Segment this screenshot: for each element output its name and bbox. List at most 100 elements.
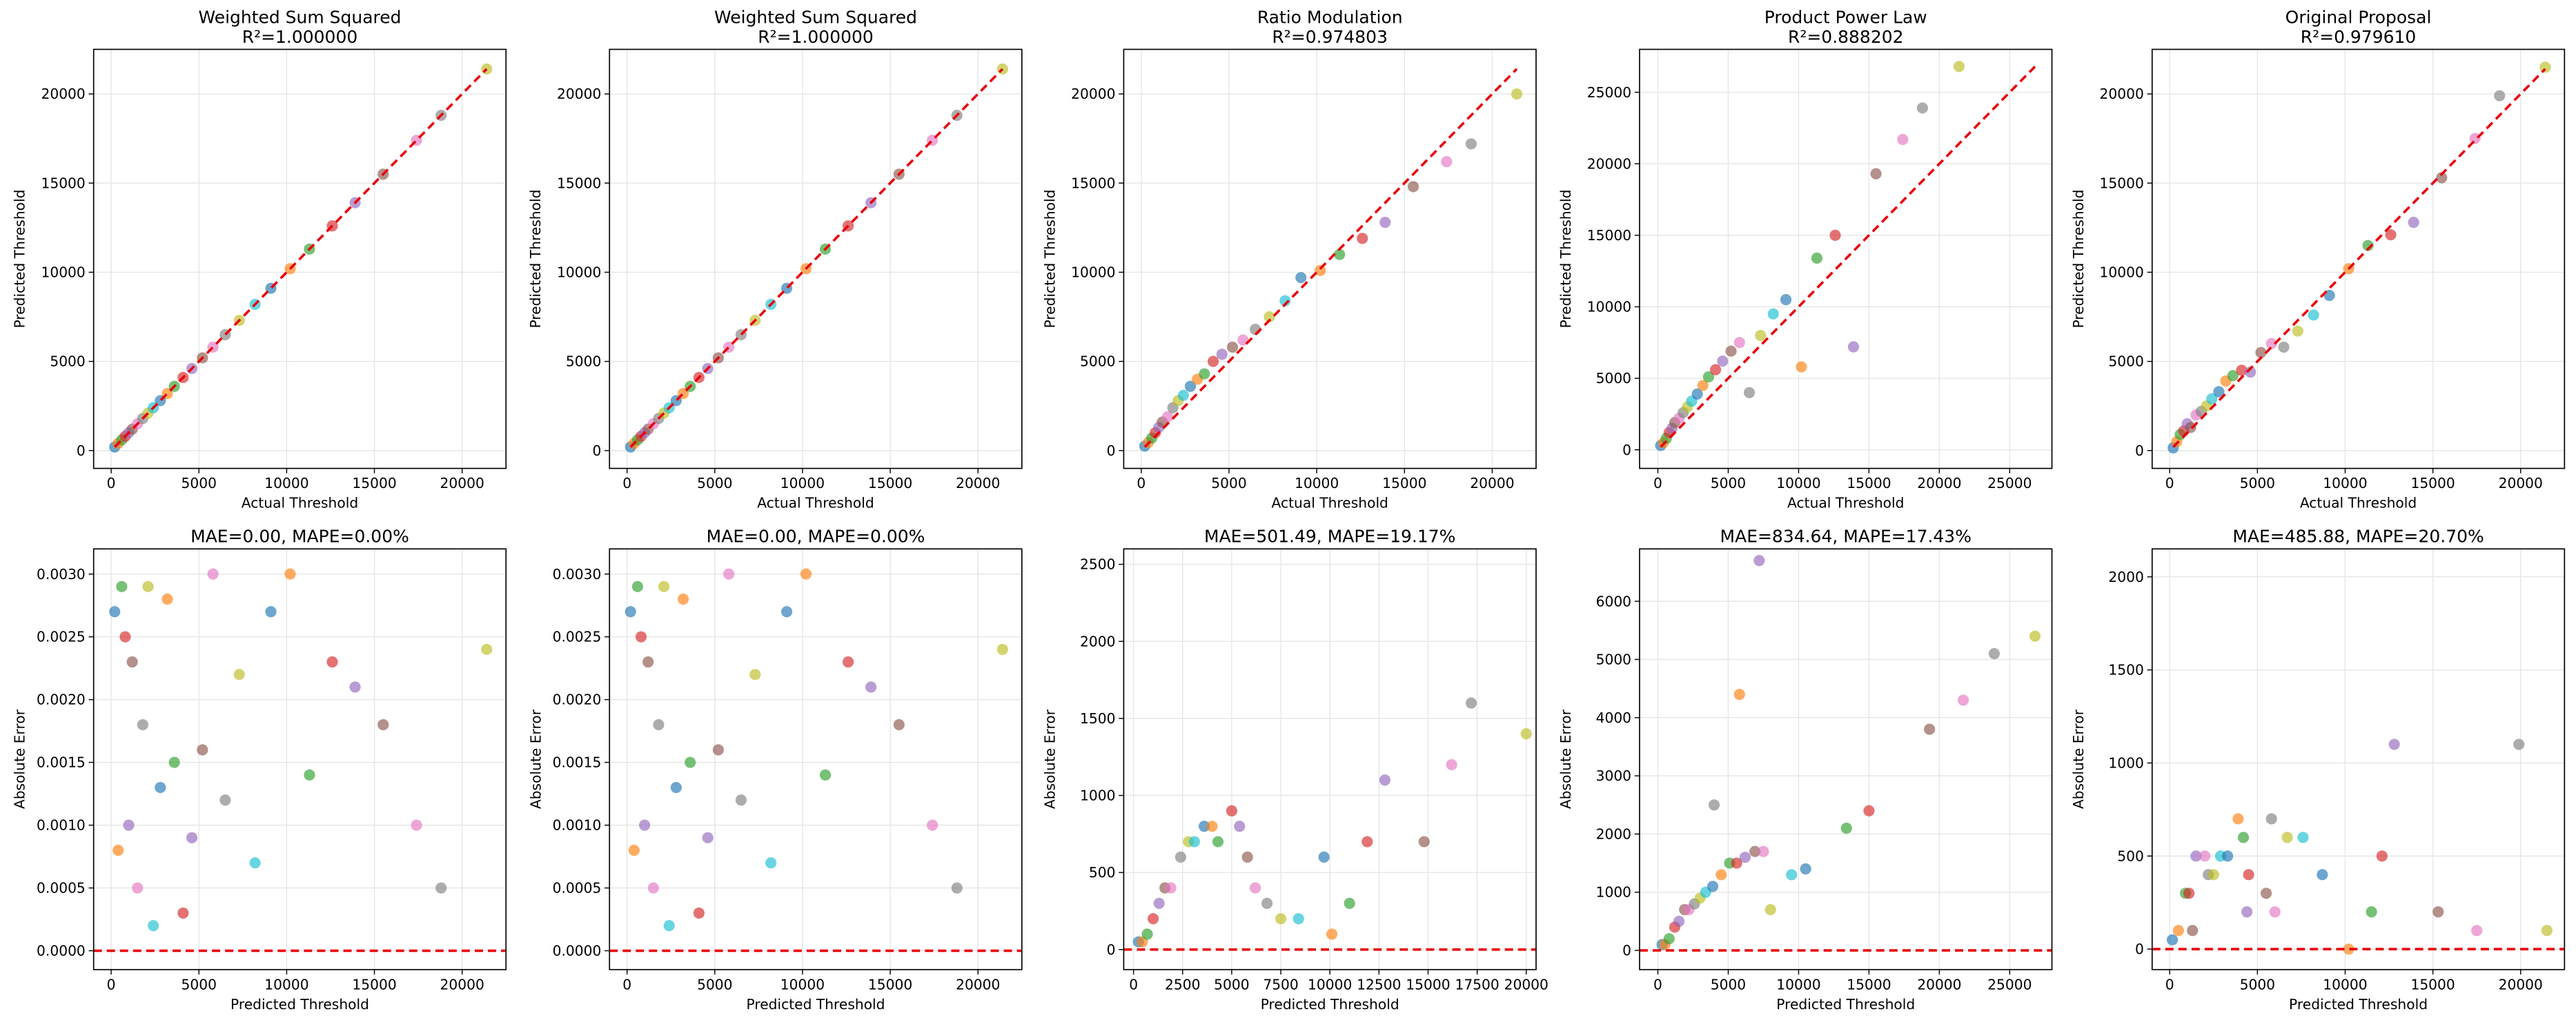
- point: [1292, 912, 1304, 925]
- y-tick-label: 20000: [1071, 86, 1115, 102]
- point: [2297, 832, 2309, 843]
- y-tick-label: 6000: [1596, 593, 1631, 609]
- point: [411, 819, 422, 831]
- point: [2281, 832, 2293, 843]
- point: [2265, 338, 2277, 349]
- x-tick-label: 15000: [352, 475, 396, 491]
- point: [2166, 934, 2179, 946]
- point: [219, 794, 231, 806]
- point: [2513, 739, 2525, 750]
- x-tick-label: 15000: [1382, 475, 1426, 491]
- y-tick-label: 0.0025: [37, 629, 86, 645]
- x-tick-label: 2500: [1165, 976, 1200, 993]
- x-tick-label: 5000: [697, 976, 732, 993]
- point: [1441, 156, 1453, 168]
- y-tick-label: 10000: [41, 264, 85, 281]
- point: [1764, 904, 1776, 915]
- point: [1206, 821, 1218, 832]
- point: [168, 756, 180, 768]
- point: [2436, 172, 2448, 184]
- y-tick-label: 500: [2117, 848, 2144, 864]
- point: [1697, 380, 1709, 391]
- point: [1184, 380, 1197, 392]
- plot-frame: [92, 48, 507, 469]
- chart-subtitle: R²=0.974803: [1272, 27, 1388, 47]
- x-tick-label: 0: [2165, 475, 2174, 491]
- x-tick-label: 20000: [440, 976, 484, 993]
- y-tick-label: 0: [1107, 941, 1116, 958]
- x-tick-label: 15000: [1406, 976, 1450, 993]
- point: [1739, 851, 1751, 863]
- point: [2362, 240, 2374, 251]
- y-tick-label: 0: [2135, 941, 2144, 957]
- y-tick-label: 0.0025: [553, 629, 602, 645]
- point: [1295, 272, 1307, 284]
- point: [723, 568, 735, 580]
- x-axis-label: Actual Threshold: [242, 495, 358, 511]
- x-tick-label: 5000: [181, 976, 217, 993]
- x-axis-label: Predicted Threshold: [2289, 996, 2428, 1013]
- point: [1753, 555, 1765, 567]
- point: [1520, 728, 1532, 740]
- y-tick-label: 1500: [2108, 662, 2143, 679]
- point: [996, 63, 1008, 75]
- point: [1315, 264, 1326, 276]
- point: [1199, 368, 1210, 380]
- point: [670, 781, 682, 794]
- point: [647, 882, 659, 894]
- point: [2227, 370, 2239, 382]
- x-tick-label: 12500: [1357, 976, 1401, 993]
- chart-subtitle: R²=1.000000: [758, 27, 874, 47]
- y-tick-label: 0.0010: [553, 817, 602, 834]
- y-tick-label: 20000: [41, 86, 85, 102]
- point: [2237, 832, 2250, 843]
- y-axis-label: Predicted Threshold: [527, 190, 544, 329]
- point: [1924, 723, 1936, 735]
- point: [1800, 863, 1811, 875]
- y-tick-label: 3000: [1596, 768, 1631, 784]
- y-tick-label: 15000: [41, 175, 85, 191]
- y-tick-label: 10000: [557, 264, 601, 281]
- point: [1511, 88, 1523, 100]
- point: [1953, 61, 1965, 72]
- x-tick-label: 0: [1653, 976, 1662, 993]
- point: [658, 580, 670, 592]
- point: [1141, 928, 1153, 940]
- x-tick-label: 15000: [352, 976, 396, 993]
- point: [2208, 869, 2219, 881]
- point: [1786, 869, 1798, 881]
- point: [1418, 836, 1430, 848]
- x-axis-label: Actual Threshold: [2300, 495, 2417, 511]
- point: [1755, 329, 1767, 342]
- point: [996, 643, 1008, 655]
- point: [635, 631, 647, 643]
- plot-frame: [1123, 48, 1537, 469]
- point: [685, 756, 696, 768]
- point: [2245, 367, 2257, 378]
- x-tick-label: 15000: [1847, 475, 1891, 491]
- y-tick-label: 0.0005: [553, 880, 602, 897]
- point: [1465, 697, 1477, 709]
- y-tick-label: 15000: [557, 175, 601, 191]
- y-tick-label: 20000: [557, 86, 601, 102]
- x-tick-label: 10000: [264, 976, 308, 993]
- point: [1988, 647, 2000, 660]
- y-tick-label: 15000: [2100, 175, 2144, 191]
- point: [155, 781, 166, 794]
- point: [112, 844, 124, 856]
- chart-title: Weighted Sum Squared: [714, 7, 917, 27]
- reference-line: [2172, 68, 2546, 448]
- point: [2236, 364, 2248, 376]
- point: [1691, 388, 1703, 400]
- point: [161, 593, 173, 605]
- point: [377, 719, 389, 731]
- point: [842, 656, 854, 668]
- reference-line: [113, 68, 488, 448]
- point: [893, 719, 905, 731]
- point: [1379, 217, 1391, 228]
- point: [1361, 836, 1373, 848]
- point: [1407, 181, 1419, 193]
- y-tick-label: 10000: [1071, 264, 1115, 281]
- y-axis-label: Absolute Error: [1557, 709, 1574, 809]
